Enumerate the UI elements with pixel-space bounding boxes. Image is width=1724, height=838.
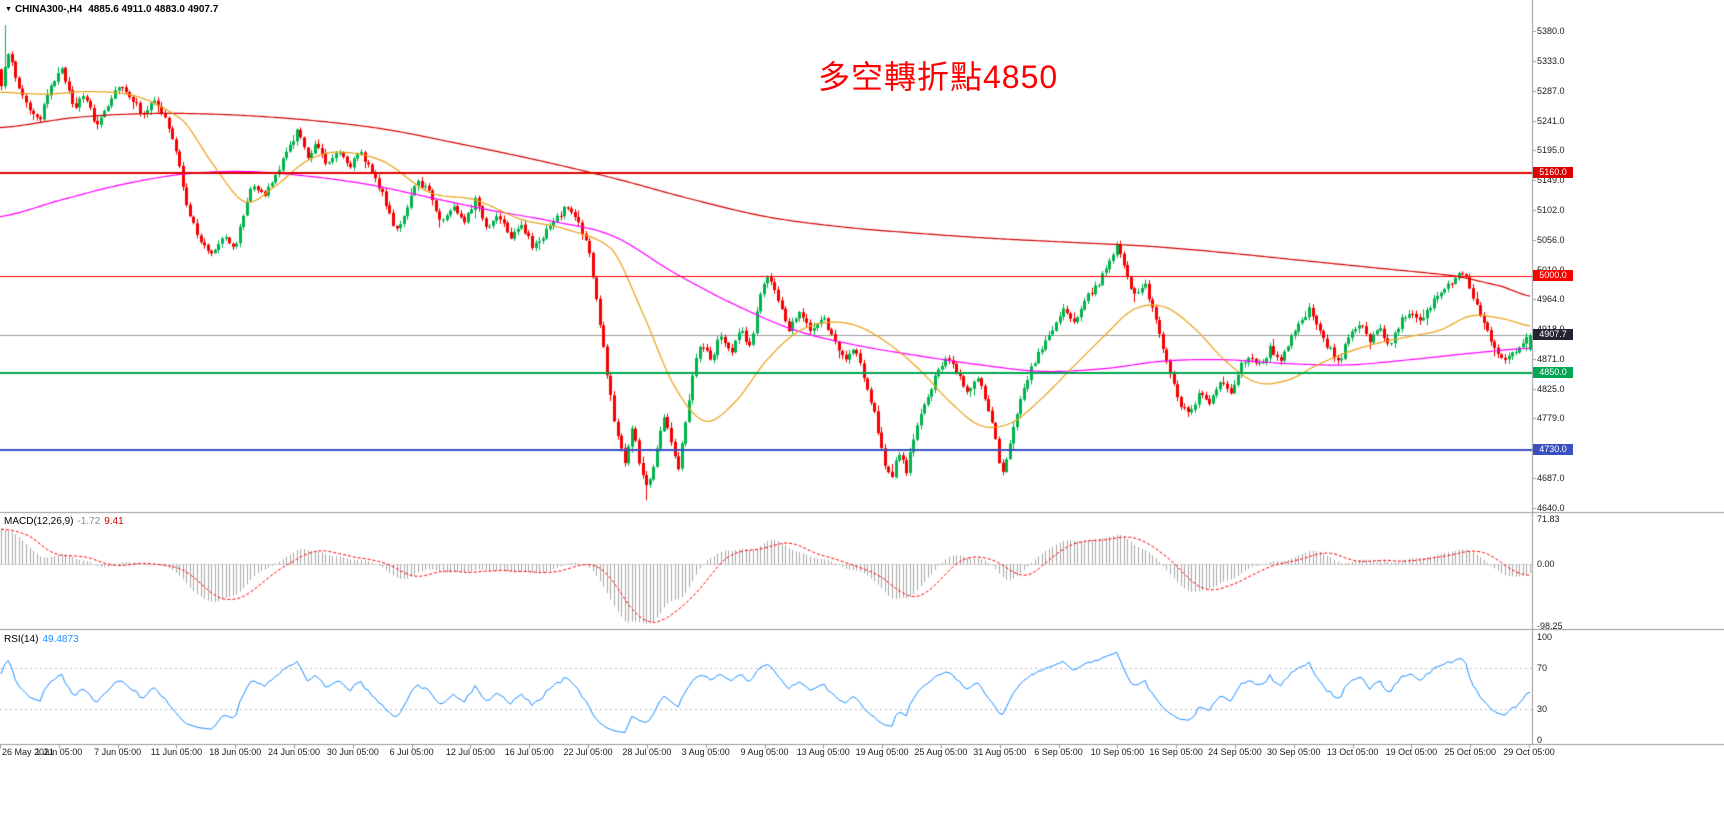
macd-name: MACD(12,26,9) <box>4 516 74 527</box>
macd-signal-value: 9.41 <box>104 516 124 527</box>
ohlc-values: 4885.6 4911.0 4883.0 4907.7 <box>88 4 219 15</box>
rsi-value: 49.4873 <box>42 634 79 645</box>
macd-main-value: -1.72 <box>77 516 101 527</box>
chevron-down-icon[interactable]: ▼ <box>5 6 12 13</box>
annotation-text[interactable]: 多空轉折點4850 <box>818 59 1059 95</box>
rsi-indicator-label: RSI(14) 49.4873 <box>4 634 83 645</box>
rsi-name: RSI(14) <box>4 634 39 645</box>
symbol-toolbar: ▼ CHINA300-,H4 4885.6 4911.0 4883.0 4907.7 <box>5 4 218 15</box>
macd-indicator-label: MACD(12,26,9) -1.72 9.41 <box>4 516 128 527</box>
symbol-timeframe-label: CHINA300-,H4 <box>14 4 83 15</box>
